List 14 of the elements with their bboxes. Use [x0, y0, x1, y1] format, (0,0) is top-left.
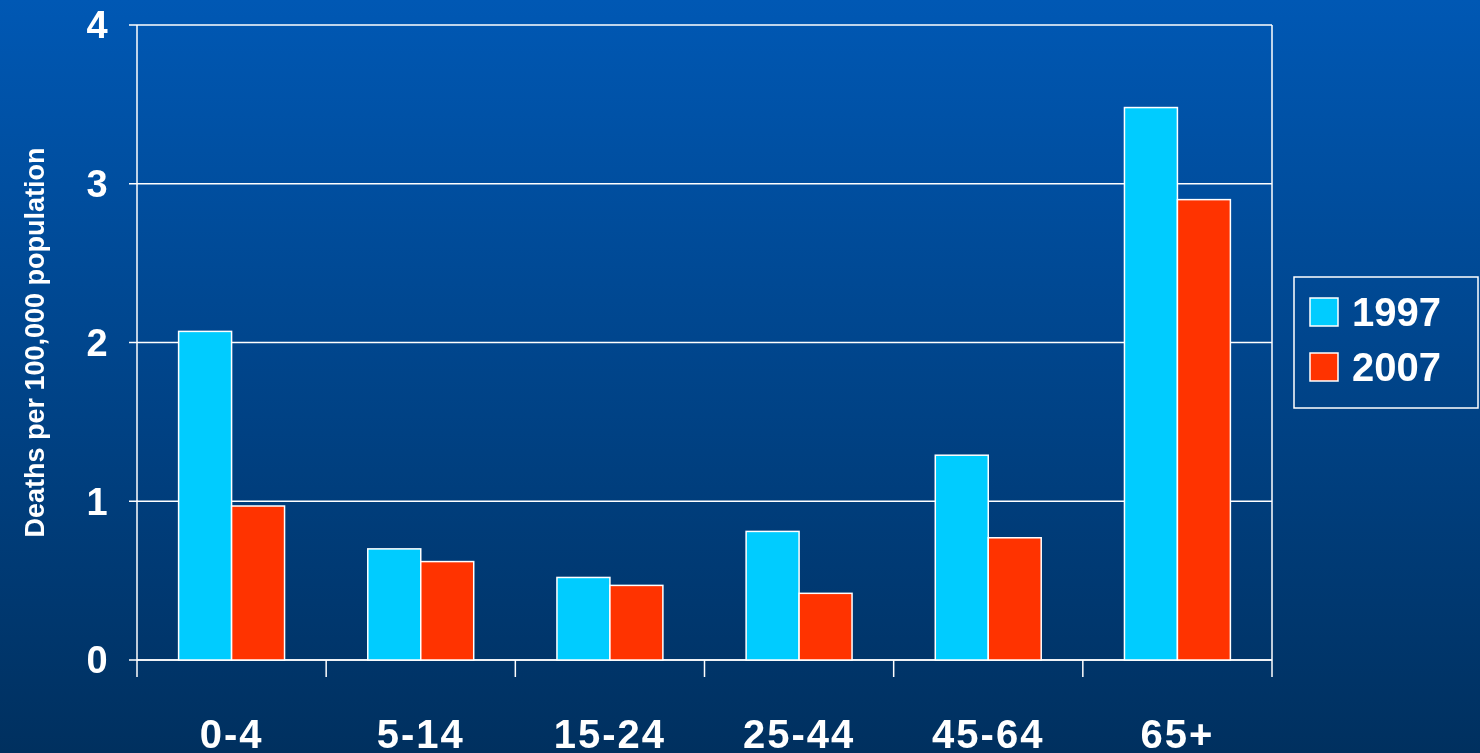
x-tick-label: 5-14	[376, 712, 465, 753]
y-tick-label: 1	[86, 480, 108, 523]
y-tick-label: 4	[86, 4, 108, 47]
x-tick-label: 0-4	[199, 712, 264, 753]
y-tick-label: 2	[86, 321, 108, 364]
x-tick-label: 45-64	[932, 712, 1045, 753]
y-tick-label: 0	[86, 639, 108, 682]
y-axis-title: Deaths per 100,000 population	[20, 147, 50, 538]
x-tick-label: 25-44	[742, 712, 856, 753]
x-tick-label: 15-24	[553, 712, 667, 753]
legend-label: 2007	[1352, 345, 1441, 389]
y-tick-label: 3	[86, 163, 108, 206]
legend-label: 1997	[1352, 290, 1441, 334]
x-tick-label: 65+	[1140, 712, 1215, 753]
